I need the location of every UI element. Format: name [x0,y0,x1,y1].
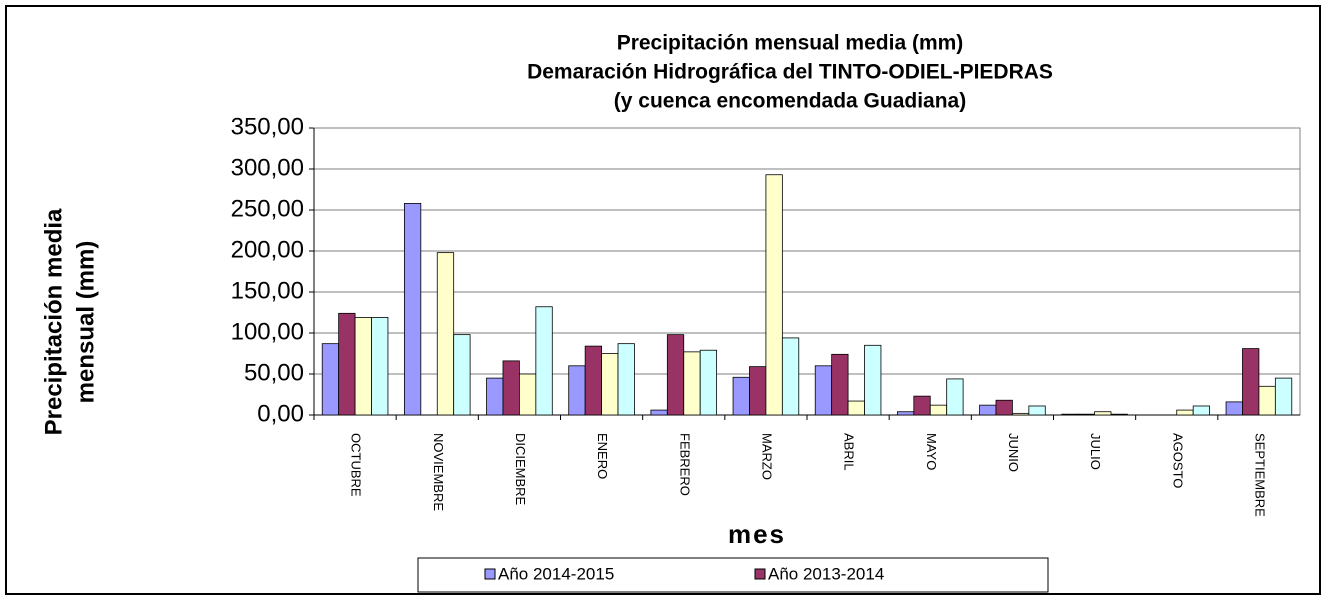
bar [453,334,471,416]
x-tick-label: OCTUBRE [349,433,364,497]
bar [1061,413,1079,416]
bar [1192,405,1211,416]
bar [486,377,504,416]
legend-swatch [484,568,496,580]
bar [1225,401,1243,416]
x-tick-label: ENERO [595,433,610,479]
bar [403,203,422,416]
x-axis-label: mes [728,519,786,549]
bar [535,306,553,416]
bar [864,344,882,416]
bar [1110,413,1128,416]
y-tick-label: 150,00 [231,277,304,304]
bar [568,365,586,416]
legend-box [417,557,1049,593]
bar [354,317,372,416]
bar [995,399,1013,416]
bar [913,395,931,416]
chart-border [5,5,1321,595]
bar [1012,412,1030,416]
bar [979,404,997,416]
legend-label: Año 2013-2014 [768,564,884,583]
bar [666,334,685,416]
y-axis-label: mensual (mm) [72,241,99,404]
bar [683,351,701,416]
bar [601,353,619,416]
bar [929,404,948,416]
bar [321,343,340,416]
chart-title: (y cuenca encomendada Guadiana) [614,90,966,113]
chart-title: Demaración Hidrográfica del TINTO-ODIEL-… [527,61,1053,84]
bar [1094,411,1112,416]
x-tick-label: JUNIO [1006,433,1021,472]
x-tick-label: MAYO [924,433,939,470]
x-tick-label: FEBRERO [677,433,692,496]
bar [1274,377,1293,416]
y-tick-label: 50,00 [244,359,304,386]
x-tick-label: DICIEMBRE [513,433,528,506]
x-tick-label: AGOSTO [1170,433,1185,488]
x-tick-label: NOVIEMBRE [431,433,446,511]
bar [765,174,783,416]
x-tick-label: MARZO [759,433,774,480]
y-axis-label: Precipitación media [40,208,67,435]
bar [896,411,915,416]
chart-title: Precipitación mensual media (mm) [617,32,964,55]
y-tick-label: 300,00 [231,154,304,181]
bar [1176,409,1194,416]
legend-label: Año 2014-2015 [498,564,614,583]
bar [732,376,750,416]
x-tick-label: ABRIL [842,433,857,471]
bar [699,349,718,416]
y-tick-label: 0,00 [257,400,304,427]
bar [749,366,767,416]
bar [650,409,668,416]
legend-swatch [754,568,766,580]
bar [436,252,455,416]
y-tick-label: 200,00 [231,236,304,263]
bar [502,360,520,416]
y-tick-label: 250,00 [231,195,304,222]
bar [1258,385,1276,416]
bar [831,353,849,416]
bar [519,373,537,416]
bar [1242,348,1260,416]
x-tick-label: JULIO [1088,433,1103,470]
bar [584,345,602,416]
bar [847,400,865,416]
x-tick-label: SEPTIEMBRE [1252,433,1267,517]
bar [617,343,635,416]
bar [946,378,964,416]
bar [814,365,833,416]
bar [371,317,389,416]
bar [1077,413,1095,416]
y-tick-label: 350,00 [231,113,304,140]
y-tick-label: 100,00 [231,318,304,345]
bar [1028,405,1046,416]
bar [338,312,356,416]
bar [781,337,800,416]
